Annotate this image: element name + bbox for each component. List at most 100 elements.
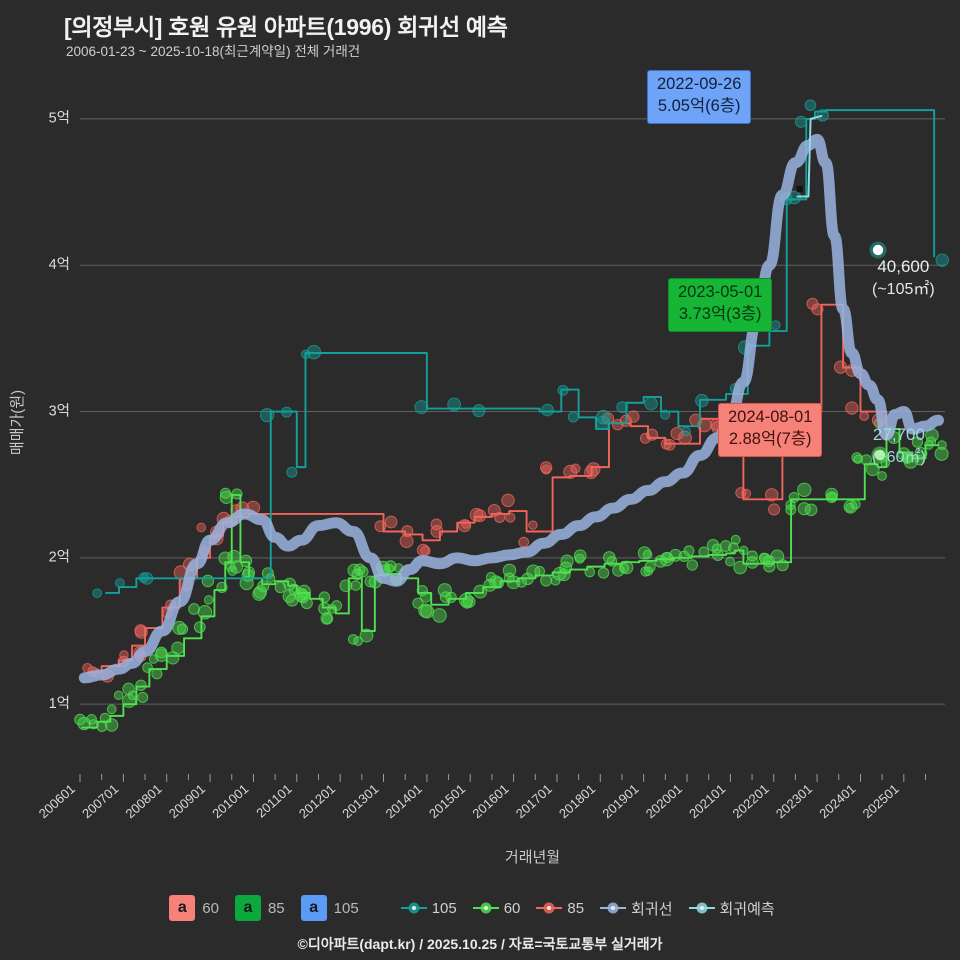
scatter-point-85 bbox=[768, 503, 781, 516]
scatter-point-60 bbox=[644, 561, 656, 573]
legend-series-회귀예측[interactable]: 회귀예측 bbox=[688, 898, 791, 919]
y-gridlines: 1억 2억 3억 4억 5억 bbox=[49, 110, 945, 712]
scatter-point-60 bbox=[661, 551, 673, 564]
scatter-point-85 bbox=[627, 410, 640, 423]
peak-callout-date: 2022-09-26 bbox=[657, 75, 742, 93]
legend-series-회귀선[interactable]: 회귀선 bbox=[600, 898, 688, 919]
y-axis-tick-label: 1억 bbox=[49, 695, 70, 712]
y-axis-tick-label: 2억 bbox=[49, 549, 70, 566]
scatter-point-60 bbox=[597, 567, 610, 579]
scatter-point-60 bbox=[86, 714, 97, 725]
series-line-105 bbox=[105, 109, 936, 594]
scatter-point-60 bbox=[698, 546, 710, 558]
scatter-point-85 bbox=[505, 512, 516, 523]
scatter-point-85 bbox=[416, 543, 430, 557]
scatter-point-60 bbox=[122, 682, 135, 696]
scatter-point-105 bbox=[472, 404, 486, 418]
scatter-point-60 bbox=[560, 554, 574, 568]
scatter-point-85 bbox=[518, 536, 530, 548]
scatter-point-85 bbox=[501, 493, 515, 508]
scatter-point-85 bbox=[670, 426, 684, 441]
scatter-point-60 bbox=[203, 595, 214, 605]
scatter-point-60 bbox=[603, 551, 616, 564]
scatter-point-60 bbox=[353, 636, 364, 647]
scatter-point-60 bbox=[74, 713, 86, 726]
scatter-point-60 bbox=[135, 679, 147, 692]
legend-badge-label-60: 60 bbox=[202, 899, 219, 917]
scatter-point-105 bbox=[92, 588, 103, 599]
scatter-point-60 bbox=[188, 603, 200, 615]
x-axis-tick-label: 200801 bbox=[122, 781, 164, 821]
legend-series-85[interactable]: 85 bbox=[536, 899, 600, 917]
scatter-point-105 bbox=[804, 99, 817, 112]
x-axis-tick-label: 201301 bbox=[339, 781, 381, 821]
scatter-point-105 bbox=[447, 397, 462, 412]
peak-callout[interactable]: 2022-09-26 5.05억(6층) bbox=[647, 70, 752, 124]
scatter-point-60 bbox=[642, 549, 653, 560]
end-label-60-value: 27,700 bbox=[872, 425, 925, 444]
x-axis-tick-label: 201001 bbox=[209, 781, 251, 821]
x-axis-tick-label: 201801 bbox=[556, 781, 598, 821]
series-layer bbox=[78, 109, 944, 729]
y-axis-title: 매매가(원) bbox=[9, 390, 26, 455]
x-axis-tick-label: 202301 bbox=[773, 781, 815, 821]
mid-callout[interactable]: 2023-05-01 3.73억(3층) bbox=[668, 278, 773, 332]
series-line-60 bbox=[81, 428, 940, 729]
x-axis-tick-label: 201901 bbox=[599, 781, 641, 821]
recent-callout[interactable]: 2024-08-01 2.88억(7층) bbox=[718, 403, 823, 457]
legend-badge-85[interactable]: a 85 bbox=[234, 895, 301, 921]
legend-badge-label-85: 85 bbox=[267, 899, 285, 917]
legend-series-105[interactable]: 105 bbox=[400, 899, 473, 917]
scatter-point-60 bbox=[339, 579, 353, 593]
scatter-point-60 bbox=[612, 564, 625, 577]
x-axis-tick-label: 201701 bbox=[513, 781, 555, 821]
recent-callout-date: 2024-08-01 bbox=[728, 408, 813, 426]
x-axis-tick-label: 201101 bbox=[253, 781, 295, 821]
scatter-point-105 bbox=[567, 411, 579, 423]
end-label-60-unit: (~60㎡) bbox=[872, 448, 926, 466]
end-label-105: 40,600 (~105㎡) bbox=[872, 256, 935, 301]
scatter-point-60 bbox=[574, 553, 585, 564]
scatter-point-60 bbox=[294, 587, 309, 603]
legend-series-60[interactable]: 60 bbox=[472, 899, 537, 917]
legend-badge-glyph-60: a bbox=[169, 895, 196, 921]
scatter-point-60 bbox=[683, 545, 695, 557]
scatter-point-60 bbox=[171, 641, 185, 655]
scatter-point-60 bbox=[432, 608, 447, 623]
scatter-point-105 bbox=[286, 466, 298, 478]
scatter-point-60 bbox=[155, 646, 168, 659]
x-axis-tick-label: 201201 bbox=[296, 781, 338, 821]
scatter-point-85 bbox=[539, 461, 553, 474]
x-axis-tick-label: 201501 bbox=[426, 781, 468, 821]
y-axis-tick-label: 5억 bbox=[49, 110, 70, 127]
scatter-point-85 bbox=[469, 507, 484, 522]
scatter-point-60 bbox=[351, 568, 364, 581]
scatter-point-85 bbox=[845, 401, 859, 415]
legend-marker-icon-85 bbox=[536, 899, 563, 917]
scatter-point-85 bbox=[384, 515, 398, 529]
scatter-point-85 bbox=[458, 519, 472, 533]
scatter-point-60 bbox=[445, 591, 457, 604]
legend-badge-105[interactable]: a 105 bbox=[300, 895, 375, 921]
x-axis-tick-label: 202401 bbox=[816, 781, 858, 821]
mid-callout-value: 3.73억(3층) bbox=[678, 304, 762, 323]
scatter-point-60 bbox=[350, 580, 362, 591]
scatter-point-60 bbox=[770, 549, 785, 564]
x-axis: 200601 200701 200801 200901 201001 201101 2012… bbox=[36, 774, 926, 821]
y-axis-tick-label: 3억 bbox=[49, 402, 70, 419]
scatter-point-60 bbox=[261, 567, 274, 580]
x-axis-tick-label: 202201 bbox=[729, 781, 771, 821]
scatter-point-60 bbox=[725, 556, 736, 567]
scatter-point-60 bbox=[253, 585, 268, 599]
page-subtitle: 2006-01-23 ~ 2025-10-18(최근계약일) 전체 거래건 bbox=[66, 44, 361, 59]
scatter-point-60 bbox=[142, 662, 153, 673]
chart-legend: a 60 a 85 a 105 105 60 85 회귀선 회귀예측 bbox=[0, 888, 960, 928]
mid-callout-date: 2023-05-01 bbox=[678, 283, 763, 301]
scatter-point-60 bbox=[865, 462, 880, 477]
scatter-point-60 bbox=[239, 576, 254, 591]
scatter-point-105 bbox=[616, 401, 629, 414]
legend-badge-60[interactable]: a 60 bbox=[169, 895, 235, 921]
forecast-line bbox=[796, 114, 823, 198]
scatter-point-60 bbox=[557, 568, 571, 582]
